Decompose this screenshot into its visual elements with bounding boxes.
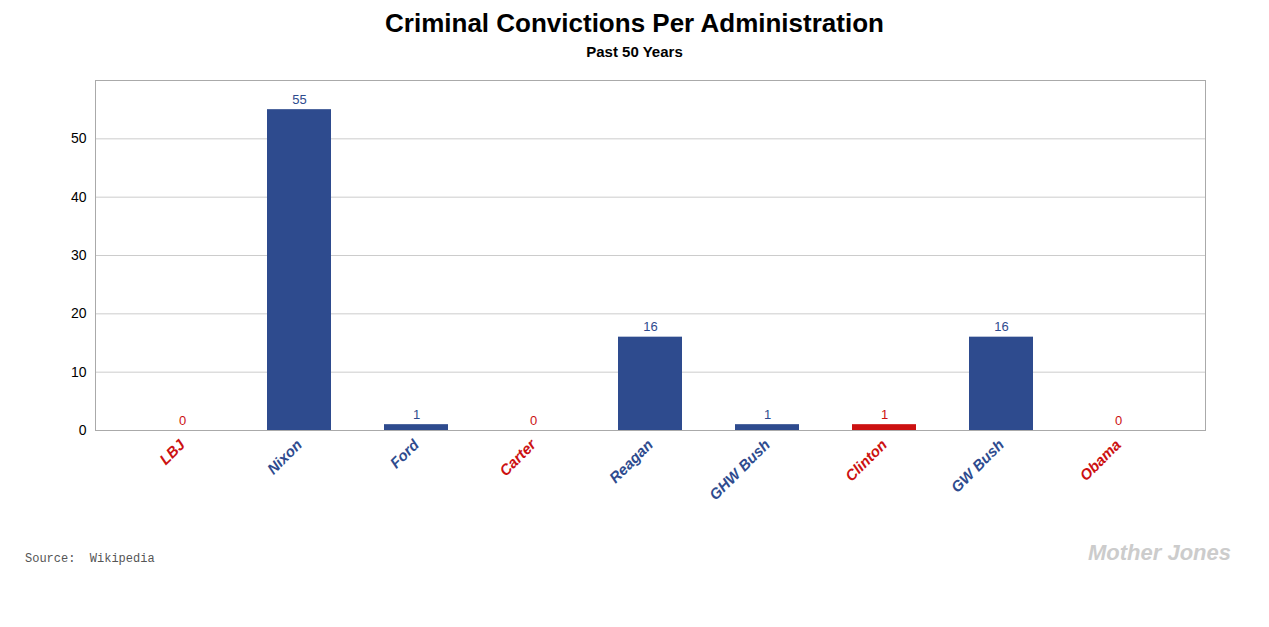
svg-text:16: 16 (994, 319, 1008, 334)
html-text:Mother Jones: Mother Jones (1088, 540, 1231, 565)
svg-text:0: 0 (1114, 413, 1121, 428)
svg-text:LBJ: LBJ (155, 435, 188, 468)
svg-text:GHW Bush: GHW Bush (705, 436, 772, 503)
svg-text:55: 55 (292, 92, 306, 107)
svg-text:0: 0 (529, 413, 536, 428)
html-text:Source: Wikipedia: Source: Wikipedia (25, 552, 155, 566)
svg-text:1: 1 (880, 407, 887, 422)
svg-text:50: 50 (70, 130, 86, 146)
svg-text:1: 1 (763, 407, 770, 422)
html-text:Criminal Convictions Per Admin: Criminal Convictions Per Administration (385, 8, 884, 38)
html-text:Past 50 Years: Past 50 Years (586, 43, 683, 60)
svg-text:10: 10 (70, 364, 86, 380)
svg-text:1: 1 (412, 407, 419, 422)
svg-text:0: 0 (178, 413, 185, 428)
svg-text:Ford: Ford (386, 435, 422, 471)
svg-text:Reagan: Reagan (605, 436, 655, 486)
svg-text:16: 16 (643, 319, 657, 334)
svg-text:Nixon: Nixon (263, 436, 304, 477)
svg-text:Obama: Obama (1076, 436, 1124, 484)
svg-text:20: 20 (70, 305, 86, 321)
svg-text:0: 0 (78, 422, 86, 438)
svg-text:GW Bush: GW Bush (947, 436, 1007, 496)
svg-text:Clinton: Clinton (841, 436, 890, 485)
svg-text:30: 30 (70, 247, 86, 263)
svg-text:Carter: Carter (495, 435, 539, 479)
svg-text:40: 40 (70, 189, 86, 205)
